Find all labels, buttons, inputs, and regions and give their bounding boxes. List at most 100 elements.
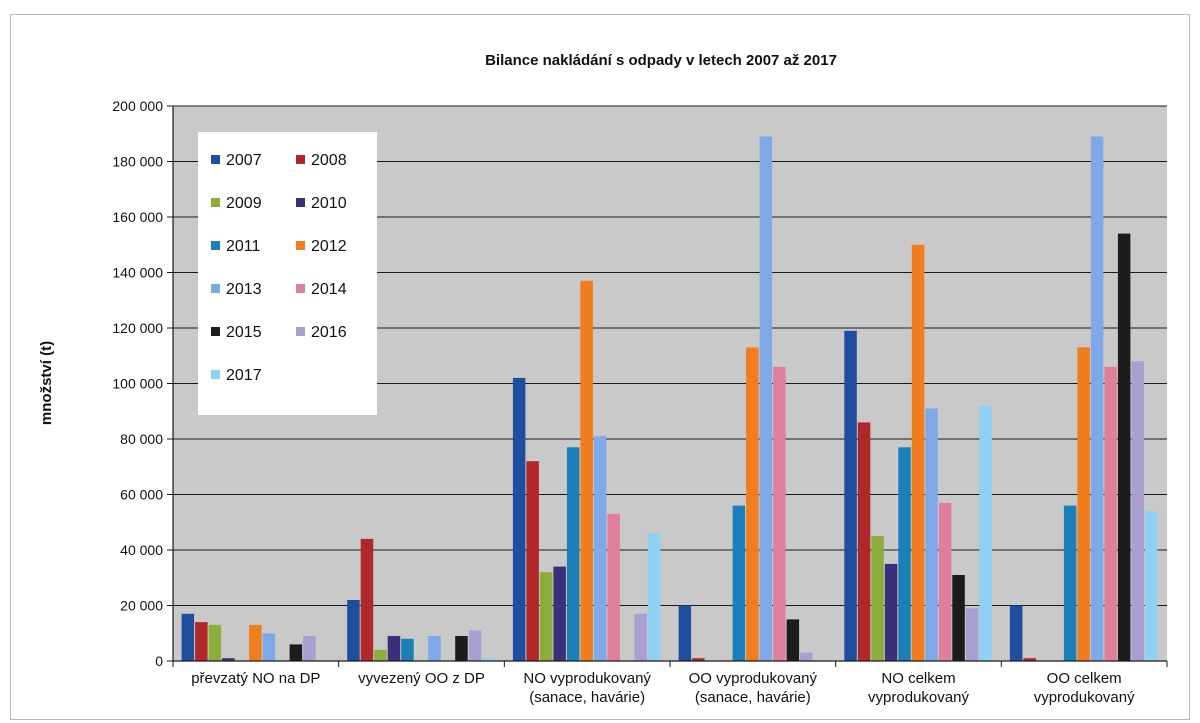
legend-swatch-2014 <box>296 284 305 293</box>
legend-swatch-2009 <box>211 198 220 207</box>
bar-2009-cat-5 <box>871 536 884 661</box>
legend-label-2014: 2014 <box>311 281 347 298</box>
legend-swatch-2010 <box>296 198 305 207</box>
category-label: NO celkem <box>881 670 955 687</box>
legend-label-2017: 2017 <box>226 367 262 384</box>
bar-2014-cat-6 <box>1104 366 1117 661</box>
bar-2014-cat-5 <box>938 502 952 661</box>
bar-2008-cat-2 <box>360 538 374 661</box>
bar-2014-cat-4 <box>773 366 786 661</box>
legend-label-2015: 2015 <box>226 324 262 341</box>
bar-2009-cat-1 <box>208 624 222 661</box>
bar-2008-cat-1 <box>195 622 208 661</box>
legend-box <box>198 132 377 415</box>
chart-frame: Bilance nakládání s odpady v letech 2007… <box>10 14 1190 720</box>
bar-2007-cat-6 <box>1009 605 1023 661</box>
bar-2016-cat-2 <box>468 630 482 661</box>
legend-swatch-2012 <box>296 241 305 250</box>
legend-label-2007: 2007 <box>226 152 262 169</box>
bar-2017-cat-5 <box>979 405 992 661</box>
bar-2017-cat-2 <box>482 658 495 661</box>
y-axis-ticks: 0 20 000 40 000 60 000 80 000 100 000 120 000 1… <box>112 98 173 669</box>
bar-2011-cat-6 <box>1063 505 1077 661</box>
legend-label-2016: 2016 <box>311 324 347 341</box>
bar-2012-cat-5 <box>911 244 925 662</box>
bar-2011-cat-2 <box>401 638 414 661</box>
bar-2013-cat-6 <box>1090 136 1104 661</box>
bar-2013-cat-4 <box>759 136 773 661</box>
legend-swatch-2008 <box>296 155 305 164</box>
legend-label-2010: 2010 <box>311 195 347 212</box>
legend-label-2012: 2012 <box>311 238 347 255</box>
y-tick-label: 180 000 <box>112 154 163 170</box>
bar-2015-cat-6 <box>1117 233 1131 661</box>
bar-2007-cat-3 <box>512 377 526 661</box>
legend-swatch-2011 <box>211 241 220 250</box>
legend-label-2008: 2008 <box>311 152 347 169</box>
legend-swatch-2015 <box>211 327 220 336</box>
bar-2017-cat-6 <box>1144 511 1158 661</box>
legend-swatch-2016 <box>296 327 305 336</box>
bar-2007-cat-1 <box>181 613 195 661</box>
bar-2010-cat-3 <box>553 566 566 661</box>
category-label: (sanace, havárie) <box>695 689 811 706</box>
bar-2016-cat-1 <box>303 636 316 661</box>
bar-2014-cat-3 <box>607 513 620 661</box>
category-label: OO celkem <box>1047 670 1122 687</box>
bar-2010-cat-2 <box>387 636 401 661</box>
x-axis-categories: převzatý NO na DP vyvezený OO z DP NO vypr… <box>191 670 1135 706</box>
y-tick-label: 40 000 <box>120 542 163 558</box>
bar-2013-cat-3 <box>593 436 607 661</box>
bar-2008-cat-5 <box>857 422 871 661</box>
y-tick-label: 140 000 <box>112 265 163 281</box>
legend-swatch-2013 <box>211 284 220 293</box>
bar-2007-cat-2 <box>347 600 360 661</box>
bar-2008-cat-3 <box>526 461 539 661</box>
bar-2008-cat-6 <box>1023 658 1036 661</box>
y-tick-label: 200 000 <box>112 98 163 114</box>
bar-2015-cat-1 <box>289 644 303 661</box>
legend-swatch-2017 <box>211 370 220 379</box>
chart-title: Bilance nakládání s odpady v letech 2007… <box>485 52 837 69</box>
bars <box>181 136 1158 662</box>
category-label: vyprodukovaný <box>1034 689 1135 706</box>
category-label: (sanace, havárie) <box>529 689 645 706</box>
axes <box>172 106 1168 667</box>
y-tick-label: 0 <box>155 653 163 669</box>
bar-2011-cat-4 <box>732 505 746 661</box>
legend-label-2011: 2011 <box>226 238 261 255</box>
y-axis-label: množství (t) <box>38 341 55 425</box>
y-tick-label: 60 000 <box>120 487 163 503</box>
bar-2012-cat-1 <box>249 624 262 661</box>
bar-2012-cat-3 <box>580 280 593 661</box>
bar-2012-cat-4 <box>746 347 759 661</box>
bar-2009-cat-2 <box>374 649 387 661</box>
category-label: OO vyprodukovaný <box>689 670 818 687</box>
bar-2012-cat-6 <box>1077 347 1090 661</box>
bar-2016-cat-5 <box>965 608 979 661</box>
bar-2010-cat-5 <box>884 563 898 661</box>
bar-2013-cat-5 <box>925 408 938 661</box>
bar-2008-cat-4 <box>692 658 705 661</box>
bar-2013-cat-1 <box>262 633 276 662</box>
y-tick-label: 120 000 <box>112 320 163 336</box>
bar-2015-cat-5 <box>952 575 965 661</box>
y-tick-label: 80 000 <box>120 431 163 447</box>
bar-2011-cat-5 <box>898 447 911 661</box>
legend-label-2013: 2013 <box>226 281 262 298</box>
bar-2007-cat-4 <box>678 605 692 661</box>
category-label: vyprodukovaný <box>868 689 969 706</box>
bar-2015-cat-2 <box>455 636 468 661</box>
y-tick-label: 20 000 <box>120 598 163 614</box>
bar-chart: Bilance nakládání s odpady v letech 2007… <box>38 52 1168 706</box>
bar-2009-cat-3 <box>539 572 553 661</box>
legend-swatch-2007 <box>211 155 220 164</box>
category-label: NO vyprodukovaný <box>523 670 651 687</box>
bar-2007-cat-5 <box>844 330 857 661</box>
category-label: převzatý NO na DP <box>191 670 320 687</box>
bar-2017-cat-3 <box>647 533 661 661</box>
bar-2011-cat-3 <box>566 447 580 661</box>
bar-2010-cat-1 <box>222 658 235 661</box>
category-label: vyvezený OO z DP <box>358 670 485 687</box>
bar-2015-cat-4 <box>786 619 800 661</box>
